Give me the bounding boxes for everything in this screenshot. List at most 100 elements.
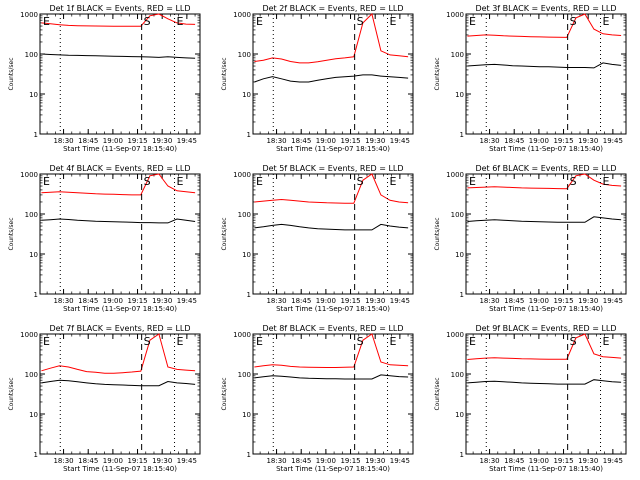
series-line-lld: [467, 13, 622, 38]
y-axis-label: Counts/sec: [8, 57, 15, 90]
x-tick-label: 19:30: [365, 297, 385, 305]
x-tick-label: 19:15: [127, 457, 147, 465]
marker-label: S: [144, 175, 151, 188]
plot-title: Det 8f BLACK = Events, RED = LLD: [262, 324, 403, 333]
y-axis-label: Counts/sec: [8, 377, 15, 410]
y-tick-label: 100: [238, 51, 251, 59]
x-axis-label: Start Time (11-Sep-07 18:15:40): [63, 145, 177, 153]
y-tick-label: 10: [29, 411, 38, 419]
marker-label: E: [469, 335, 476, 348]
y-tick-label: 1: [34, 291, 38, 299]
x-tick-label: 19:15: [340, 137, 360, 145]
x-tick-label: 19:00: [316, 137, 336, 145]
detector-plot: Det 6f BLACK = Events, RED = LLD 1 10 100 10…: [434, 164, 627, 313]
series-line-events: [254, 374, 409, 380]
series-line-events: [41, 379, 196, 387]
plot-frame: [252, 333, 414, 455]
x-tick-label: 19:00: [103, 457, 123, 465]
y-tick-label: 1000: [446, 171, 464, 179]
x-tick-label: 19:15: [553, 457, 573, 465]
y-tick-label: 10: [242, 91, 251, 99]
x-tick-label: 19:45: [390, 297, 410, 305]
x-axis-label: Start Time (11-Sep-07 18:15:40): [489, 145, 603, 153]
marker-label: E: [469, 15, 476, 28]
x-tick-label: 19:45: [390, 457, 410, 465]
marker-label: S: [357, 335, 364, 348]
series-line-lld: [41, 13, 196, 27]
y-tick-label: 100: [451, 211, 464, 219]
y-tick-label: 10: [242, 411, 251, 419]
series-line-events: [467, 216, 622, 223]
detector-plot: Det 4f BLACK = Events, RED = LLD 1 10 100 10…: [8, 164, 201, 313]
y-tick-label: 1000: [20, 11, 38, 19]
y-tick-label: 10: [242, 251, 251, 259]
marker-label: E: [43, 335, 50, 348]
y-axis-label: Counts/sec: [221, 217, 228, 250]
x-tick-label: 19:30: [578, 457, 598, 465]
series-line-events: [467, 62, 622, 69]
x-tick-label: 19:00: [316, 297, 336, 305]
x-tick-label: 19:00: [529, 137, 549, 145]
plot-title: Det 7f BLACK = Events, RED = LLD: [49, 324, 190, 333]
y-tick-label: 1: [34, 131, 38, 139]
y-axis-label: Counts/sec: [221, 57, 228, 90]
marker-label: E: [390, 175, 397, 188]
marker-label: S: [570, 175, 577, 188]
plot-title: Det 6f BLACK = Events, RED = LLD: [475, 164, 616, 173]
x-tick-label: 18:30: [266, 457, 286, 465]
x-tick-label: 19:30: [152, 137, 172, 145]
y-tick-label: 10: [29, 251, 38, 259]
x-tick-label: 18:45: [504, 137, 524, 145]
y-tick-label: 1: [460, 451, 464, 459]
x-tick-label: 18:45: [78, 297, 98, 305]
y-tick-label: 100: [238, 371, 251, 379]
x-tick-label: 18:30: [266, 297, 286, 305]
y-tick-label: 1: [460, 291, 464, 299]
y-tick-label: 1000: [20, 171, 38, 179]
plot-frame: [39, 13, 201, 135]
y-tick-label: 1000: [446, 11, 464, 19]
y-axis-label: Counts/sec: [8, 217, 15, 250]
x-tick-label: 19:30: [578, 137, 598, 145]
x-tick-label: 19:15: [340, 457, 360, 465]
y-tick-label: 1: [247, 291, 251, 299]
x-tick-label: 19:30: [152, 297, 172, 305]
detector-plot: Det 2f BLACK = Events, RED = LLD 1 10 100 10…: [221, 4, 414, 153]
x-tick-label: 19:00: [529, 297, 549, 305]
y-axis-label: Counts/sec: [434, 217, 441, 250]
x-tick-label: 19:00: [103, 297, 123, 305]
detector-plot: Det 5f BLACK = Events, RED = LLD 1 10 100 10…: [221, 164, 414, 313]
y-tick-label: 100: [238, 211, 251, 219]
marker-label: E: [177, 335, 184, 348]
x-tick-label: 19:45: [390, 137, 410, 145]
x-tick-label: 18:30: [479, 457, 499, 465]
y-tick-label: 100: [25, 211, 38, 219]
marker-label: E: [603, 15, 610, 28]
y-tick-label: 100: [451, 371, 464, 379]
y-tick-label: 1000: [446, 331, 464, 339]
series-line-events: [41, 53, 196, 59]
y-tick-label: 1: [460, 131, 464, 139]
marker-label: E: [43, 175, 50, 188]
x-tick-label: 19:15: [553, 297, 573, 305]
x-tick-label: 19:30: [152, 457, 172, 465]
x-tick-label: 19:00: [103, 137, 123, 145]
y-tick-label: 10: [455, 91, 464, 99]
plot-title: Det 2f BLACK = Events, RED = LLD: [262, 4, 403, 13]
marker-label: S: [357, 15, 364, 28]
marker-label: E: [43, 15, 50, 28]
x-tick-label: 19:15: [127, 137, 147, 145]
y-axis-label: Counts/sec: [221, 377, 228, 410]
plot-title: Det 3f BLACK = Events, RED = LLD: [475, 4, 616, 13]
x-tick-label: 18:30: [479, 137, 499, 145]
x-tick-label: 19:00: [316, 457, 336, 465]
x-tick-label: 19:30: [365, 457, 385, 465]
x-axis-label: Start Time (11-Sep-07 18:15:40): [489, 305, 603, 313]
x-tick-label: 18:30: [53, 457, 73, 465]
plot-frame: [252, 173, 414, 295]
x-tick-label: 18:30: [53, 137, 73, 145]
series-line-lld: [41, 333, 196, 374]
x-tick-label: 18:45: [78, 137, 98, 145]
y-tick-label: 1000: [233, 171, 251, 179]
